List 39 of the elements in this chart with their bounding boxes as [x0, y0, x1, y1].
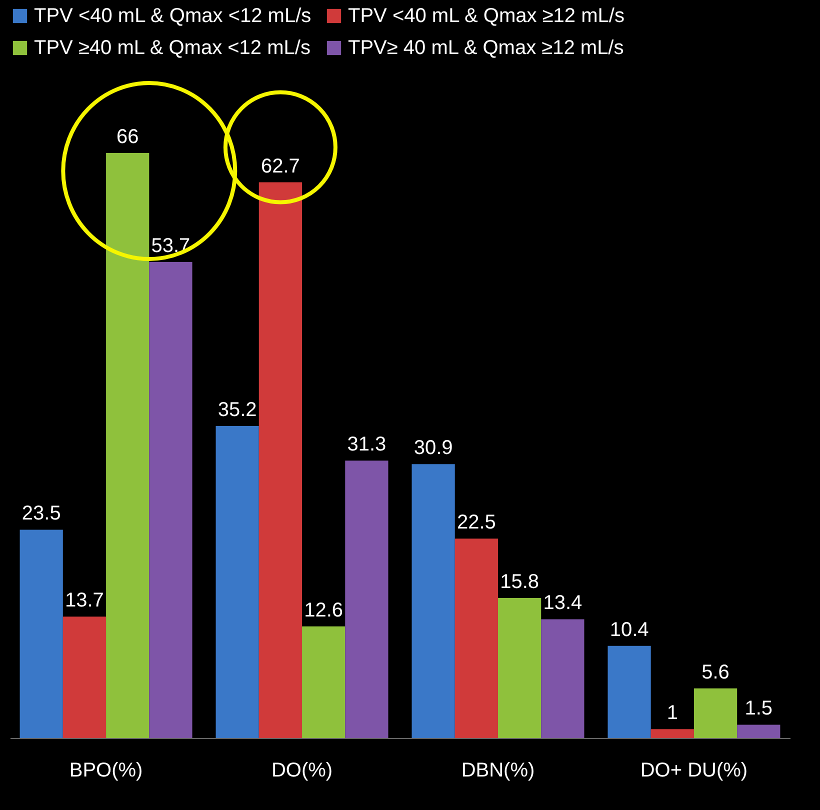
data-label: 22.5	[456, 512, 496, 534]
bar	[498, 598, 542, 738]
bar	[541, 619, 584, 738]
x-tick-label: DO+ DU(%)	[640, 760, 748, 782]
data-label: 66	[116, 126, 139, 148]
data-label: 5.6	[702, 661, 730, 684]
bar	[20, 530, 63, 738]
bar	[694, 688, 738, 738]
bar	[216, 426, 259, 738]
data-label: 23.5	[22, 502, 61, 525]
bar	[608, 646, 651, 738]
x-tick-label: DBN(%)	[461, 760, 535, 782]
data-label: 53.7	[151, 235, 190, 258]
x-tick-label: BPO(%)	[69, 760, 143, 782]
data-label: 13.4	[543, 592, 582, 614]
data-label: 35.2	[218, 399, 257, 421]
bar	[149, 262, 192, 738]
bar	[62, 616, 106, 738]
bar	[737, 724, 780, 738]
legend-label: TPV <40 mL & Qmax <12 mL/s	[34, 5, 312, 27]
legend-label: TPV ≥40 mL & Qmax <12 mL/s	[34, 37, 310, 59]
bar	[345, 460, 388, 738]
data-label: 12.6	[304, 599, 344, 622]
data-label: 30.9	[414, 437, 453, 460]
bar	[106, 153, 150, 738]
bar	[302, 626, 346, 738]
data-label: 31.3	[347, 434, 386, 456]
bar	[412, 464, 455, 738]
legend-label: TPV <40 mL & Qmax ≥12 mL/s	[348, 5, 624, 27]
bar	[454, 538, 498, 738]
x-tick-label: DO(%)	[271, 760, 333, 782]
data-label: 62.7	[260, 155, 300, 178]
data-label: 1	[666, 702, 678, 724]
bar	[650, 729, 694, 738]
data-label: 15.8	[500, 570, 540, 593]
data-label: 10.4	[610, 618, 649, 641]
data-label: 1.5	[744, 698, 773, 720]
legend-label: TPV≥ 40 mL & Qmax ≥12 mL/s	[348, 37, 624, 59]
data-label: 13.7	[65, 590, 104, 612]
